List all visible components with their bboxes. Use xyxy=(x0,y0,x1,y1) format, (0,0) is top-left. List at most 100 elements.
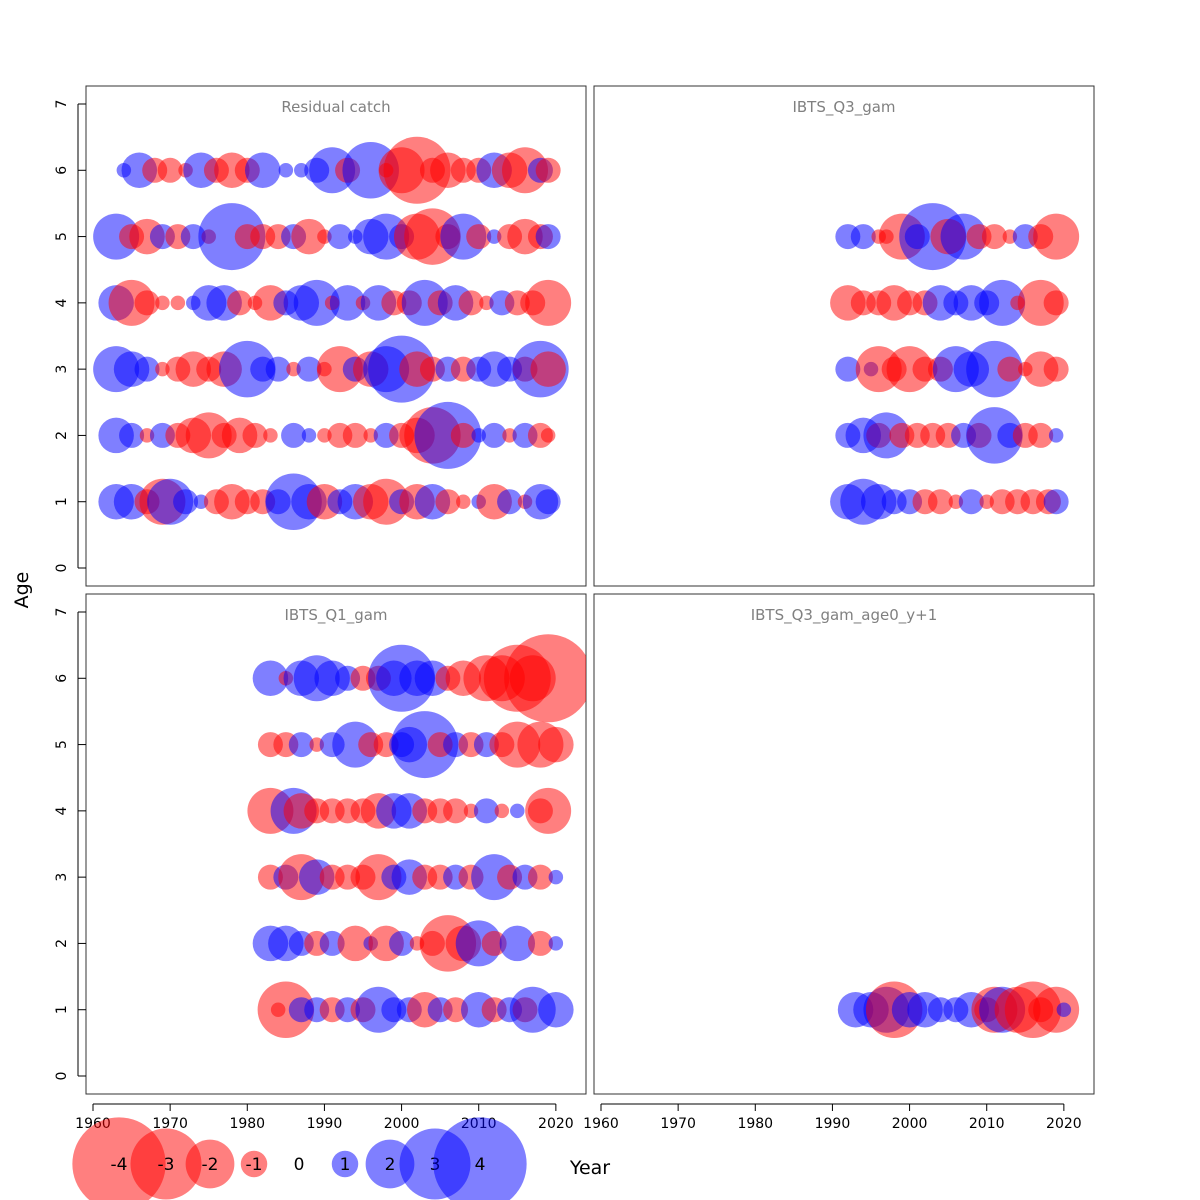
bubble-point xyxy=(850,224,876,250)
legend-label: -1 xyxy=(246,1155,263,1175)
bubble-point xyxy=(473,798,499,824)
bubble-point xyxy=(979,279,1026,326)
bubble-point xyxy=(244,152,281,189)
bubble-point xyxy=(329,285,366,321)
bubble-point xyxy=(257,981,315,1038)
bubble-point xyxy=(278,163,294,178)
bubbles xyxy=(247,634,586,1038)
y-tick-label: 1 xyxy=(54,1005,70,1014)
panel-frame xyxy=(85,593,587,1095)
bubble-point xyxy=(504,634,586,723)
bubble-point xyxy=(242,422,268,448)
bubble-point xyxy=(414,401,482,469)
bubble-point xyxy=(527,930,553,956)
bubble-point xyxy=(535,489,561,515)
bubble-point xyxy=(1056,1002,1072,1017)
bubble-point xyxy=(252,660,289,697)
bubble-point xyxy=(443,798,469,824)
panel-2: IBTS_Q3_gam xyxy=(593,85,1095,587)
legend-item: -2 xyxy=(185,1139,235,1189)
bubble-point xyxy=(548,936,564,951)
x-tick-label: 1990 xyxy=(815,1116,851,1132)
bubble-point xyxy=(319,930,345,956)
bubble-point xyxy=(134,356,160,382)
bubble-point xyxy=(227,290,253,316)
y-tick-label: 6 xyxy=(54,166,70,175)
y-tick-label: 4 xyxy=(54,806,70,815)
bubble-point xyxy=(157,157,183,183)
bubble-point xyxy=(263,428,278,443)
bubble-point xyxy=(499,925,536,962)
bubble-point xyxy=(265,356,291,382)
bubble-point xyxy=(342,422,368,448)
legend-item: 0 xyxy=(294,1155,305,1175)
bubble-point xyxy=(538,726,574,763)
legend-label: -2 xyxy=(202,1155,219,1175)
bubble-point xyxy=(835,356,861,382)
y-tick-label: 3 xyxy=(54,873,70,882)
bubble-point xyxy=(198,203,266,271)
y-tick-label: 4 xyxy=(54,298,70,307)
bubble-point xyxy=(535,157,561,183)
panel-frame xyxy=(593,593,1095,1095)
bubble-point xyxy=(535,224,561,250)
y-tick-label: 6 xyxy=(54,674,70,683)
y-axis: 0 1 2 3 4 5 6 7 xyxy=(54,608,86,1080)
x-tick-label: 2000 xyxy=(892,1116,928,1132)
bubble-point xyxy=(450,422,476,448)
x-tick-label: 1960 xyxy=(583,1116,619,1132)
bubble-point xyxy=(337,925,374,962)
y-tick-label: 0 xyxy=(54,564,70,573)
x-tick-label: 1990 xyxy=(307,1116,343,1132)
bubble-point xyxy=(391,711,459,779)
panels-layer: Residual catch IBTS_Q3_gam IBTS_Q1_gam IBTS… xyxy=(85,85,1095,1095)
bubble-point xyxy=(1043,290,1069,316)
bubble-point xyxy=(530,351,566,387)
x-tick-label: 2020 xyxy=(538,1116,574,1132)
bubbles xyxy=(830,203,1080,525)
panel-title: Residual catch xyxy=(281,98,390,116)
x-tick-label: 2020 xyxy=(1046,1116,1082,1132)
x-axis: 1960 1970 1980 1990 2000 2010 2020 xyxy=(583,1103,1082,1132)
bubble-point xyxy=(548,869,564,885)
legend-bubble xyxy=(240,1150,268,1178)
legend-label: 0 xyxy=(294,1155,305,1175)
x-tick-label: 2000 xyxy=(384,1116,420,1132)
bubble-point xyxy=(301,428,317,443)
legend-bubble xyxy=(331,1150,359,1178)
panel-title: IBTS_Q1_gam xyxy=(284,606,387,625)
bubble-point xyxy=(443,997,469,1023)
legend-label: 4 xyxy=(475,1155,486,1175)
bubble-point xyxy=(296,356,322,382)
x-tick-label: 1980 xyxy=(737,1116,773,1132)
y-axis-label: Age xyxy=(11,572,33,609)
x-tick-label: 1980 xyxy=(229,1116,265,1132)
panel-frame xyxy=(593,85,1095,587)
panel-frame xyxy=(85,85,587,587)
y-tick-label: 7 xyxy=(54,100,70,109)
bubble-point xyxy=(540,428,556,443)
bubble-point xyxy=(525,279,572,326)
bubble-point xyxy=(510,803,525,819)
bubble-point xyxy=(389,930,415,956)
bubble-point xyxy=(173,489,199,515)
bubbles xyxy=(93,136,572,530)
bubble-point xyxy=(525,787,572,834)
bubble-point xyxy=(155,295,170,311)
bubble-point xyxy=(481,930,507,956)
bubble-point xyxy=(119,422,145,448)
bubble-point xyxy=(927,489,953,515)
legend-label: -4 xyxy=(111,1155,128,1175)
bubble-point xyxy=(281,422,307,448)
y-axis: 0 1 2 3 4 5 6 7 xyxy=(54,100,86,573)
panel-1: Residual catch xyxy=(85,85,587,587)
x-tick-label: 1970 xyxy=(152,1116,188,1132)
bubble-point xyxy=(134,290,160,316)
y-tick-label: 3 xyxy=(54,365,70,374)
panel-title: IBTS_Q3_gam xyxy=(792,98,895,117)
bubble-point xyxy=(456,494,471,509)
bubble-point xyxy=(219,340,276,398)
x-axis-label: Year xyxy=(569,1157,610,1179)
panel-4: IBTS_Q3_gam_age0_y+1 xyxy=(593,593,1095,1095)
